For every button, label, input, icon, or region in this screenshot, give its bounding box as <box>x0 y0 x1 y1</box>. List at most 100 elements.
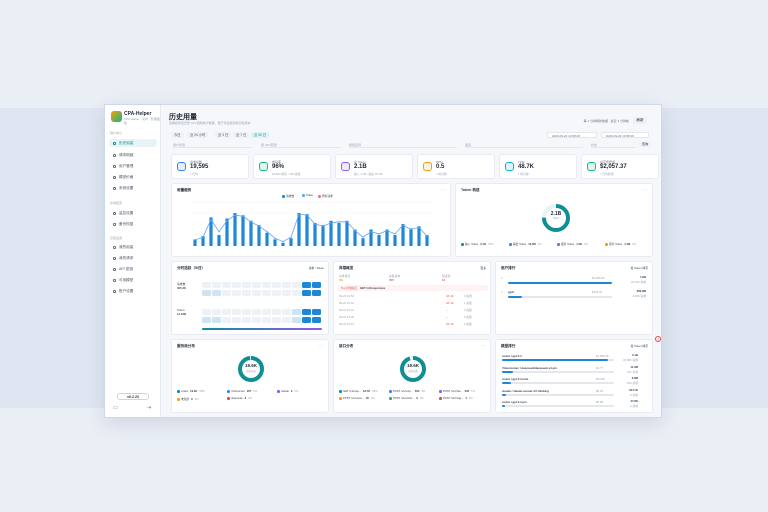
sidebar-item-my-requests[interactable]: 我的请求 <box>109 254 157 262</box>
model-requests: 200 请求 <box>626 381 638 385</box>
range-today[interactable]: 今日 <box>171 132 184 138</box>
more-icon[interactable]: ··· <box>481 343 485 348</box>
heatmap-cell <box>232 290 241 296</box>
legend-token: Token <box>302 194 313 197</box>
model-requests: 2 请求 <box>630 404 638 408</box>
trend-bar[interactable] <box>201 236 205 246</box>
trend-bar[interactable] <box>337 222 341 246</box>
trend-bar[interactable] <box>361 238 365 246</box>
range-24h[interactable]: 近 24 小时 <box>187 132 209 138</box>
users-rank-sort[interactable]: 按 Token 排序 <box>630 266 648 270</box>
date-from-input[interactable]: 2026-09-20 10:58:48 <box>547 132 597 138</box>
trend-bar[interactable] <box>225 218 229 247</box>
legend-name: GET /v1/resp... <box>343 390 362 393</box>
trend-bar[interactable] <box>193 239 197 246</box>
heatmap-cell <box>212 309 221 315</box>
trend-bar[interactable] <box>217 235 221 246</box>
legend-name: 思考 Token <box>609 243 623 246</box>
trend-bar[interactable] <box>425 235 429 246</box>
alert-icon[interactable]: ! <box>655 336 661 342</box>
model-bar-fill <box>502 393 507 396</box>
range-7d[interactable]: 近 7 日 <box>233 132 250 138</box>
model-cost: $8.98 <box>596 400 603 404</box>
range-30d[interactable]: 近 30 日 <box>251 132 270 138</box>
trend-bar[interactable] <box>273 239 277 246</box>
more-icon[interactable]: ··· <box>319 343 323 348</box>
trend-bar[interactable] <box>401 224 405 246</box>
sidebar-item-models[interactable]: 可用模型 <box>109 276 157 284</box>
trend-point <box>202 236 204 238</box>
more-icon[interactable]: ··· <box>441 187 445 192</box>
sidebar-item-pricing[interactable]: 模型价格 <box>109 173 157 181</box>
logout-icon[interactable]: ⇥ <box>147 405 152 411</box>
heatmap-cell <box>302 317 311 323</box>
sidebar-item-api-keys[interactable]: API 密钥 <box>109 265 157 273</box>
refresh-button[interactable]: 刷新 <box>633 117 647 124</box>
trend-bar[interactable] <box>345 220 349 246</box>
filter-channel[interactable]: 渠道 <box>465 142 583 148</box>
filter-status[interactable]: 状态 <box>591 142 635 148</box>
trend-bar[interactable] <box>369 229 373 247</box>
trend-bar[interactable] <box>393 235 397 246</box>
trend-bar[interactable] <box>241 215 245 246</box>
sidebar-item-my-usage[interactable]: 我的用量 <box>109 243 157 251</box>
filter-model[interactable]: 模型名称 <box>349 142 457 148</box>
error-count: 4X.1K <box>446 322 454 326</box>
user-cost: $1,806.06 <box>592 276 605 280</box>
trend-bar[interactable] <box>289 238 293 246</box>
trend-bar[interactable] <box>377 235 381 246</box>
trend-bar[interactable] <box>313 222 317 246</box>
trend-bar[interactable] <box>385 229 389 247</box>
endpoint-donut-label: 请求总数 <box>408 370 418 373</box>
sidebar-item-monitor[interactable]: 监控设置 <box>109 209 157 217</box>
trend-bar[interactable] <box>321 225 325 246</box>
trend-bar[interactable] <box>305 214 309 246</box>
trend-bar[interactable] <box>209 217 213 246</box>
filter-user[interactable]: 用户筛选 <box>173 142 251 148</box>
model-rank-sort[interactable]: 按 Token 排序 <box>630 344 648 348</box>
trend-bar[interactable] <box>417 226 421 246</box>
sidebar-item-settings[interactable]: 系统设置 <box>109 184 157 192</box>
trend-bar[interactable] <box>297 213 301 246</box>
heatmap-cell <box>252 290 261 296</box>
sidebar-item-users[interactable]: 用户管理 <box>109 162 157 170</box>
trend-bar[interactable] <box>233 213 237 246</box>
stat-label: RPM <box>436 160 443 164</box>
sidebar-item-history[interactable]: 历史用量 <box>109 139 157 147</box>
user-name: gydl <box>508 290 514 294</box>
trend-bar[interactable] <box>329 220 333 246</box>
trend-bar[interactable] <box>249 220 253 246</box>
monitor-icon[interactable]: ▭ <box>113 405 118 411</box>
endpoint-donut-arc <box>400 356 426 382</box>
heatmap-cell <box>292 309 301 315</box>
sidebar-item-account[interactable]: 账户设置 <box>109 287 157 295</box>
error-time: 09-20 10:53 <box>339 294 354 298</box>
heatmap-cell <box>202 290 211 296</box>
range-3d[interactable]: 近 3 日 <box>215 132 232 138</box>
version-badge[interactable]: v0.2.23 <box>117 393 149 400</box>
heatmap-title: 分时活跃（5/日） <box>177 266 206 270</box>
model-bar <box>502 405 614 407</box>
stat-card: 成功率 96% 18,800 成功 / 795 失败 <box>253 154 331 179</box>
heatmap-cell <box>232 282 241 288</box>
err-col-3: 错误码 <box>442 274 451 278</box>
legend-name: Yoberunner <box>231 390 245 393</box>
query-button[interactable]: 查询 <box>639 141 651 147</box>
date-to-input[interactable]: 2026-09-20 10:58:48 <box>601 132 649 138</box>
trend-point <box>306 214 308 216</box>
trend-bar[interactable] <box>353 229 357 247</box>
sidebar-item-requests[interactable]: 请求明细 <box>109 151 157 159</box>
filter-api-key[interactable]: 按 API 密钥 <box>261 142 341 148</box>
trend-bar[interactable] <box>265 232 269 246</box>
trend-bar[interactable] <box>409 228 413 246</box>
more-icon[interactable]: ··· <box>643 187 647 192</box>
errors-more-link[interactable]: 更多 <box>480 266 486 270</box>
users-rank-title: 用户排行 <box>501 266 516 270</box>
errors-title: 异常概览 <box>339 266 354 270</box>
sidebar-item-label: 备份恢复 <box>119 221 134 226</box>
trend-bar[interactable] <box>257 225 261 246</box>
sidebar-item-backup[interactable]: 备份恢复 <box>109 220 157 228</box>
user-bar <box>508 282 612 284</box>
user-requests: 2,450 请求 <box>632 294 646 298</box>
trend-bar[interactable] <box>281 242 285 246</box>
